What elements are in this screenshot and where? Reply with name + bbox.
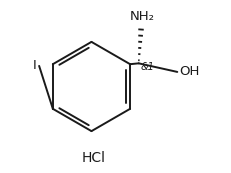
Text: I: I xyxy=(33,59,36,72)
Text: HCl: HCl xyxy=(81,151,105,165)
Text: NH₂: NH₂ xyxy=(130,10,155,23)
Text: &1: &1 xyxy=(140,62,154,72)
Text: OH: OH xyxy=(179,65,199,78)
